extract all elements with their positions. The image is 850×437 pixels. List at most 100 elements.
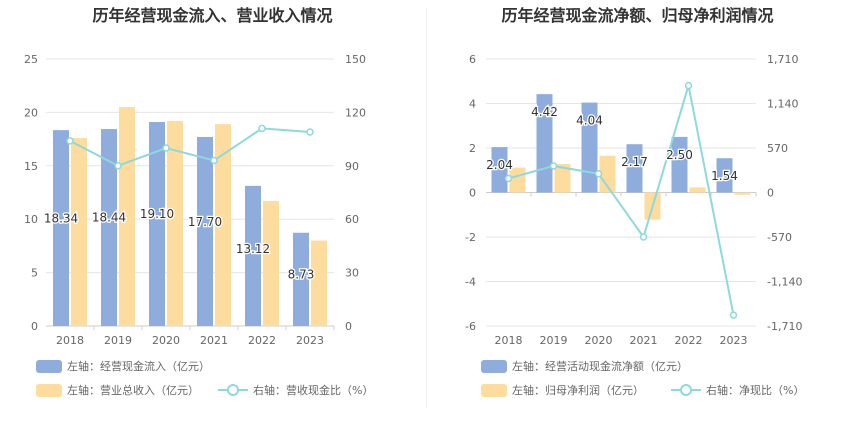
- legend-label: 左轴：经营活动现金流净额（亿元）: [512, 360, 688, 373]
- line-point-ratio: [114, 162, 122, 170]
- bar-series-2: [689, 187, 706, 193]
- chart-panel-net-cashflow-profit: 历年经营现金流净额、归母净利润情况 -6 -4 -2 0 2 4 6 -1,710 -1,140…: [425, 0, 850, 437]
- y-axis-right-tick-label: 1,140: [767, 98, 799, 111]
- bar-series-1: [491, 147, 508, 193]
- x-axis-tick-label: 2020: [585, 334, 613, 347]
- panel-divider: [426, 8, 427, 408]
- bar-series-2: [263, 201, 279, 326]
- line-point-ratio: [504, 174, 513, 183]
- y-axis-left-tick-label: 0: [31, 320, 38, 333]
- legend-swatch-bar-yellow: [481, 383, 507, 397]
- line-series-ratio: [69, 127, 311, 167]
- legend-label: 左轴：营业总收入（亿元）: [67, 384, 199, 397]
- bar-series-1: [149, 122, 165, 327]
- legend-line-marker-icon: [218, 383, 248, 397]
- line-point-ratio: [66, 137, 74, 145]
- data-label: 18.34: [44, 211, 78, 225]
- line-point-ratio: [729, 311, 738, 319]
- chart-plot-area: -6 -4 -2 0 2 4 6 -1,710 -1,140 -570 0 570 1,140 1,710…: [465, 53, 802, 347]
- legend-label: 左轴：归母净利润（亿元）: [512, 384, 644, 397]
- legend-item-net-profit[interactable]: 左轴：归母净利润（亿元）: [481, 383, 644, 397]
- bar-series-1: [53, 130, 69, 326]
- bar-series-1: [671, 136, 688, 193]
- bar-series-1: [293, 232, 309, 326]
- bar-series-1: [245, 185, 261, 326]
- bar-series-2: [167, 120, 183, 326]
- bar-series-1: [581, 102, 598, 193]
- y-axis-right-tick-label: -1,140: [767, 276, 802, 289]
- y-axis-left-tick-label: 5: [31, 267, 38, 280]
- y-axis-right-tick-label: 0: [345, 320, 352, 333]
- bar-series-2: [554, 164, 571, 193]
- y-axis-left-tick-label: -4: [465, 276, 476, 289]
- chart-title: 历年经营现金流入、营业收入情况: [92, 6, 333, 25]
- x-axis-tick-label: 2022: [248, 334, 276, 347]
- x-axis-tick-label: 2023: [720, 334, 748, 347]
- bar-series-2: [311, 240, 327, 326]
- y-axis-left-tick-label: 4: [469, 98, 476, 111]
- legend-swatch-bar-blue: [481, 359, 507, 373]
- y-axis-left-tick-label: -2: [465, 231, 476, 244]
- data-label: 8.73: [288, 268, 315, 282]
- chart-title: 历年经营现金流净额、归母净利润情况: [501, 6, 774, 25]
- data-label: 4.42: [531, 105, 558, 119]
- legend-label: 左轴：经营现金流入（亿元）: [67, 360, 210, 373]
- x-axis-tick-label: 2018: [495, 334, 523, 347]
- y-axis-left-tick-label: 20: [24, 106, 38, 119]
- data-label: 4.04: [576, 114, 603, 128]
- chart-panel-cash-inflow-revenue: 历年经营现金流入、营业收入情况 0 5 10 15 20 25 0 30 60 90 120 150 2…: [24, 6, 373, 397]
- y-axis-right-tick-label: 570: [767, 142, 788, 155]
- legend-item-cash-inflow[interactable]: 左轴：经营现金流入（亿元）: [36, 359, 210, 373]
- y-axis-right-tick-label: 90: [345, 160, 359, 173]
- y-axis-left-tick-label: 15: [24, 160, 38, 173]
- chart-plot-area: 0 5 10 15 20 25 0 30 60 90 120 150 2018 2019 2020 2021 2…: [24, 53, 366, 347]
- data-label: 2.50: [666, 148, 693, 162]
- y-axis-left-tick-label: -6: [465, 320, 476, 333]
- x-axis-tick-label: 2022: [675, 334, 703, 347]
- x-axis-tick-label: 2021: [630, 334, 658, 347]
- y-axis-left-tick-label: 0: [469, 187, 476, 200]
- legend-label: 右轴：营收现金比（%）: [253, 384, 374, 397]
- line-point-ratio: [684, 81, 693, 90]
- bar-series-1: [716, 158, 733, 193]
- y-axis-right-tick-label: 0: [767, 187, 774, 200]
- data-label: 13.12: [236, 242, 270, 256]
- x-axis-tick-label: 2020: [152, 334, 180, 347]
- line-point-ratio: [549, 162, 558, 170]
- bar-series-1: [197, 136, 213, 326]
- legend-label: 右轴：净现比（%）: [706, 384, 805, 397]
- y-axis-right-tick-label: 30: [345, 267, 359, 280]
- bar-series-1: [626, 144, 643, 193]
- y-axis-left-tick-label: 25: [24, 53, 38, 66]
- line-point-ratio: [306, 128, 314, 136]
- line-point-ratio: [210, 156, 218, 165]
- x-axis-tick-label: 2021: [200, 334, 228, 347]
- x-axis-tick-label: 2019: [540, 334, 568, 347]
- legend-swatch-bar-blue: [36, 359, 62, 373]
- legend-item-revenue[interactable]: 左轴：营业总收入（亿元）: [36, 383, 199, 397]
- y-axis-right-tick-label: -570: [767, 231, 792, 244]
- line-point-ratio: [258, 124, 266, 133]
- data-label: 2.04: [486, 158, 513, 172]
- line-point-ratio: [162, 144, 170, 152]
- legend-item-net-cash-ratio[interactable]: 右轴：净现比（%）: [671, 383, 804, 397]
- y-axis-right-tick-label: 60: [345, 213, 359, 226]
- x-axis-tick-label: 2023: [296, 334, 324, 347]
- y-axis-right-tick-label: 150: [345, 53, 366, 66]
- data-label: 1.54: [711, 169, 738, 183]
- data-label: 17.70: [188, 215, 222, 229]
- bar-series-2: [734, 192, 751, 195]
- legend-swatch-bar-yellow: [36, 383, 62, 397]
- data-label: 19.10: [140, 207, 174, 221]
- bar-series-2: [71, 138, 87, 326]
- legend-item-net-operating-cashflow[interactable]: 左轴：经营活动现金流净额（亿元）: [481, 359, 688, 373]
- legend-item-revenue-cash-ratio[interactable]: 右轴：营收现金比（%）: [218, 383, 373, 397]
- line-series-ratio: [508, 85, 735, 316]
- y-axis-right-tick-label: 120: [345, 106, 366, 119]
- y-axis-left-tick-label: 2: [469, 142, 476, 155]
- data-label: 2.17: [621, 155, 648, 169]
- y-axis-left-tick-label: 6: [469, 53, 476, 66]
- y-axis-right-tick-label: -1,710: [767, 320, 802, 333]
- bar-series-2: [599, 155, 616, 193]
- legend-line-marker-icon: [671, 383, 701, 397]
